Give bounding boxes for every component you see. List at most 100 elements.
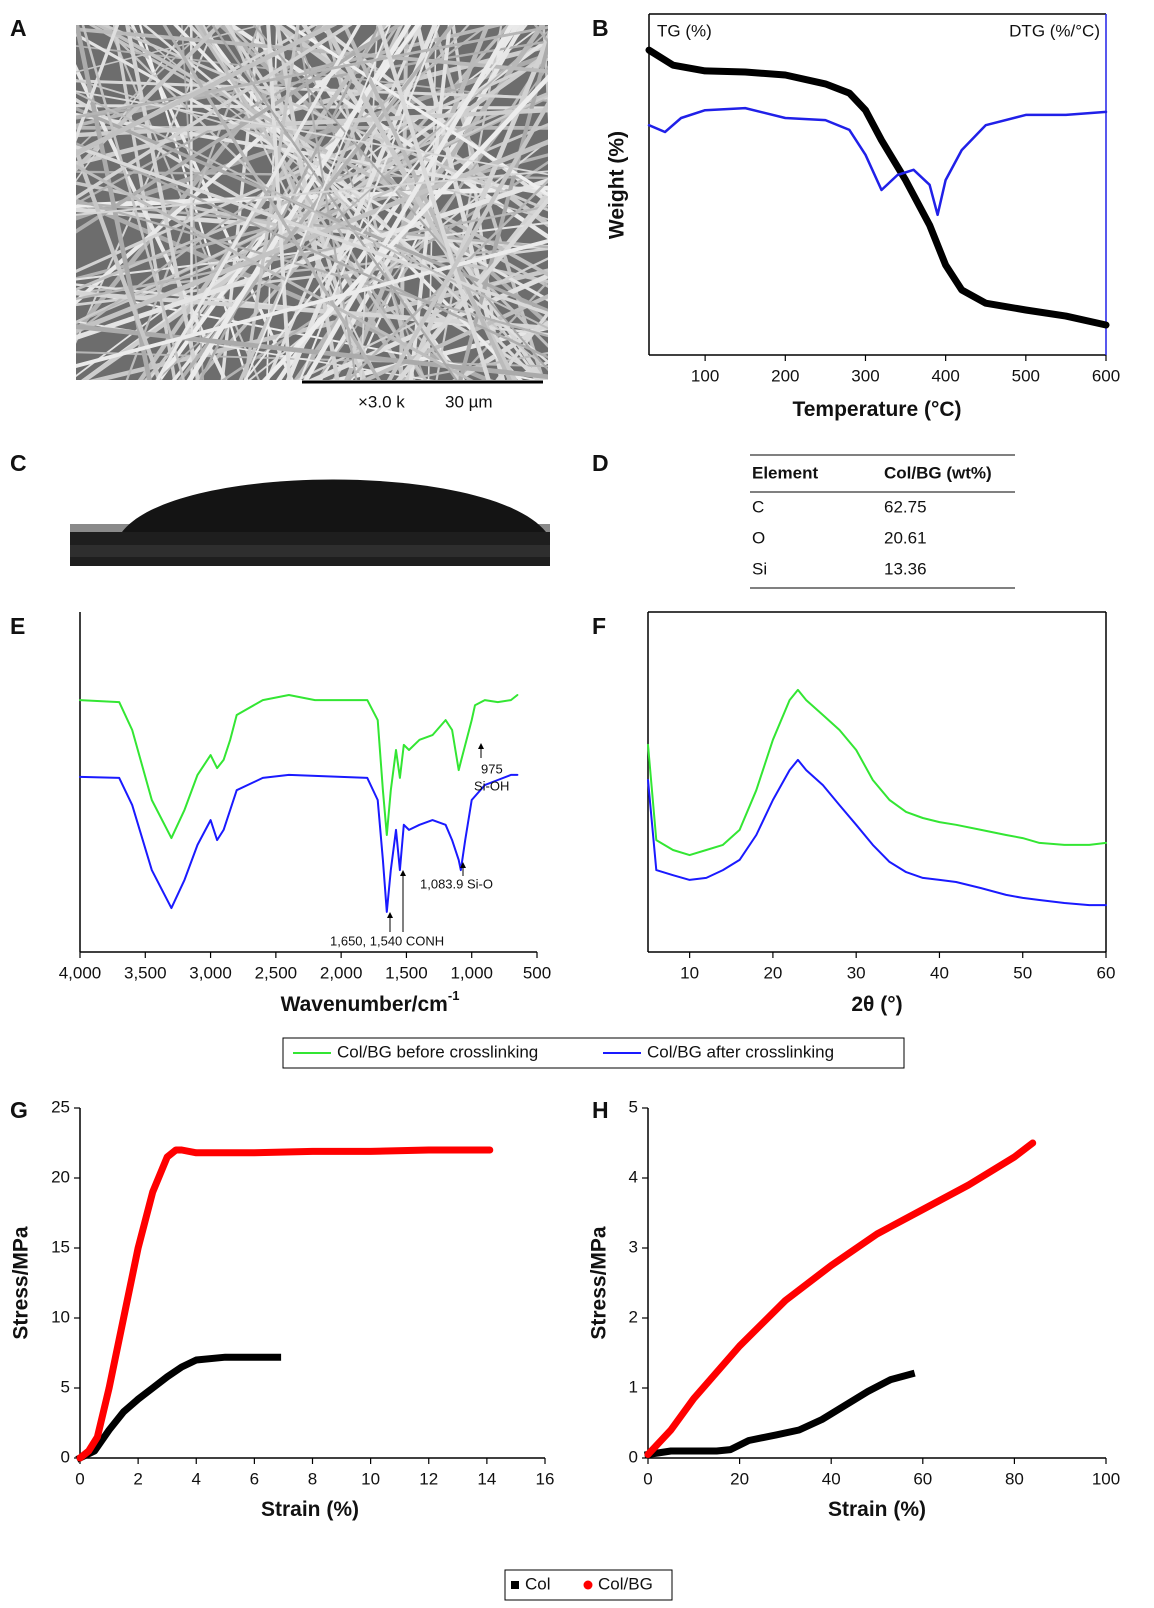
x-axis-label: Wavenumber/cm-1 (281, 988, 460, 1015)
fiber (76, 283, 548, 336)
fiber (76, 143, 162, 380)
fiber (285, 25, 438, 380)
fiber (211, 25, 458, 380)
fiber (76, 199, 548, 338)
fiber (76, 244, 548, 294)
fiber (277, 25, 541, 380)
data-line (644, 1139, 1037, 1458)
x-tick-label: 12 (419, 1469, 438, 1488)
fiber (76, 25, 190, 182)
fiber (162, 25, 381, 380)
x-tick-label: 300 (851, 366, 879, 385)
fiber (458, 37, 548, 380)
x-tick-label: 2,500 (255, 963, 298, 982)
fiber (125, 25, 201, 380)
data-line (79, 694, 519, 840)
fiber (317, 25, 525, 380)
legend-label: Col/BG before crosslinking (337, 1042, 538, 1061)
annotation: 975 (481, 761, 503, 776)
fiber (285, 25, 548, 197)
x-tick-label: 0 (643, 1469, 652, 1488)
fiber (155, 25, 361, 380)
x-tick-label: 60 (1097, 963, 1116, 982)
x-axis-label-text: Temperature (°C) (792, 398, 961, 421)
fiber (405, 31, 548, 380)
arrow-head (400, 870, 406, 876)
legend-swatch (511, 1581, 519, 1589)
fiber (228, 25, 365, 380)
x-axis-label: Temperature (°C) (792, 398, 961, 421)
y-tick-label: 20 (51, 1167, 70, 1186)
x-axis-label-sup: -1 (448, 988, 460, 1003)
panel-label: B (592, 15, 609, 41)
table-header: Col/BG (wt%) (884, 463, 992, 482)
series-label: DTG (%/°C) (1009, 21, 1100, 40)
x-tick-label: 200 (771, 366, 799, 385)
fiber (101, 25, 464, 380)
x-tick-label: 16 (536, 1469, 555, 1488)
x-tick-label: 14 (477, 1469, 496, 1488)
fiber (76, 57, 548, 274)
fiber (76, 142, 548, 359)
fiber (199, 25, 381, 380)
y-tick-label: 10 (51, 1307, 70, 1326)
fiber (76, 91, 548, 330)
fiber (398, 351, 548, 380)
annotation: 1,083.9 Si-O (420, 876, 493, 891)
x-axis-label-text: Strain (%) (261, 1498, 359, 1521)
fiber (506, 360, 548, 380)
fiber (350, 25, 516, 380)
fiber (76, 122, 548, 324)
table-cell: 13.36 (884, 559, 927, 578)
y-tick-label: 3 (629, 1237, 638, 1256)
y-tick-label: 0 (61, 1447, 70, 1466)
fiber (299, 25, 440, 380)
fiber (238, 25, 404, 380)
y-tick-label: 2 (629, 1307, 638, 1326)
x-axis-label-text: 2θ (°) (851, 993, 902, 1016)
y-tick-label: 0 (629, 1447, 638, 1466)
fiber (295, 257, 548, 380)
scale-length: 30 µm (445, 392, 493, 411)
fiber (409, 25, 452, 380)
y-tick-label: 5 (629, 1097, 638, 1116)
panel-label: G (10, 1097, 28, 1123)
arrow-head (387, 912, 393, 918)
x-tick-label: 2 (133, 1469, 142, 1488)
x-tick-label: 3,500 (124, 963, 167, 982)
data-line (76, 1146, 494, 1462)
fiber (217, 25, 548, 328)
x-tick-label: 4 (192, 1469, 201, 1488)
x-tick-label: 30 (847, 963, 866, 982)
fiber (243, 25, 528, 380)
fiber (396, 196, 548, 380)
fiber (76, 324, 548, 380)
x-tick-label: 80 (1005, 1469, 1024, 1488)
fiber (76, 139, 548, 334)
x-tick-label: 500 (523, 963, 551, 982)
fiber (112, 25, 177, 380)
fiber (76, 40, 548, 120)
panel-label: H (592, 1097, 609, 1123)
x-axis-label: 2θ (°) (851, 993, 902, 1016)
y-tick-label: 4 (629, 1167, 638, 1186)
fiber (315, 25, 548, 205)
substrate-texture (70, 545, 550, 557)
fiber (322, 25, 518, 380)
legend-label: Col (525, 1574, 551, 1593)
y-axis-label: Stress/MPa (588, 1226, 611, 1340)
annotation: Si-OH (474, 778, 509, 793)
fiber (296, 25, 358, 380)
fiber (431, 25, 545, 380)
x-axis-label: Strain (%) (261, 1498, 359, 1521)
fiber (324, 25, 416, 380)
data-line (647, 106, 1108, 217)
table-cell: O (752, 528, 765, 547)
fiber (76, 25, 120, 143)
fiber (244, 25, 391, 380)
y-tick-label: 25 (51, 1097, 70, 1116)
data-line (647, 688, 1107, 857)
fiber (190, 25, 193, 380)
fiber (76, 177, 548, 341)
legend-label: Col/BG (598, 1574, 653, 1593)
